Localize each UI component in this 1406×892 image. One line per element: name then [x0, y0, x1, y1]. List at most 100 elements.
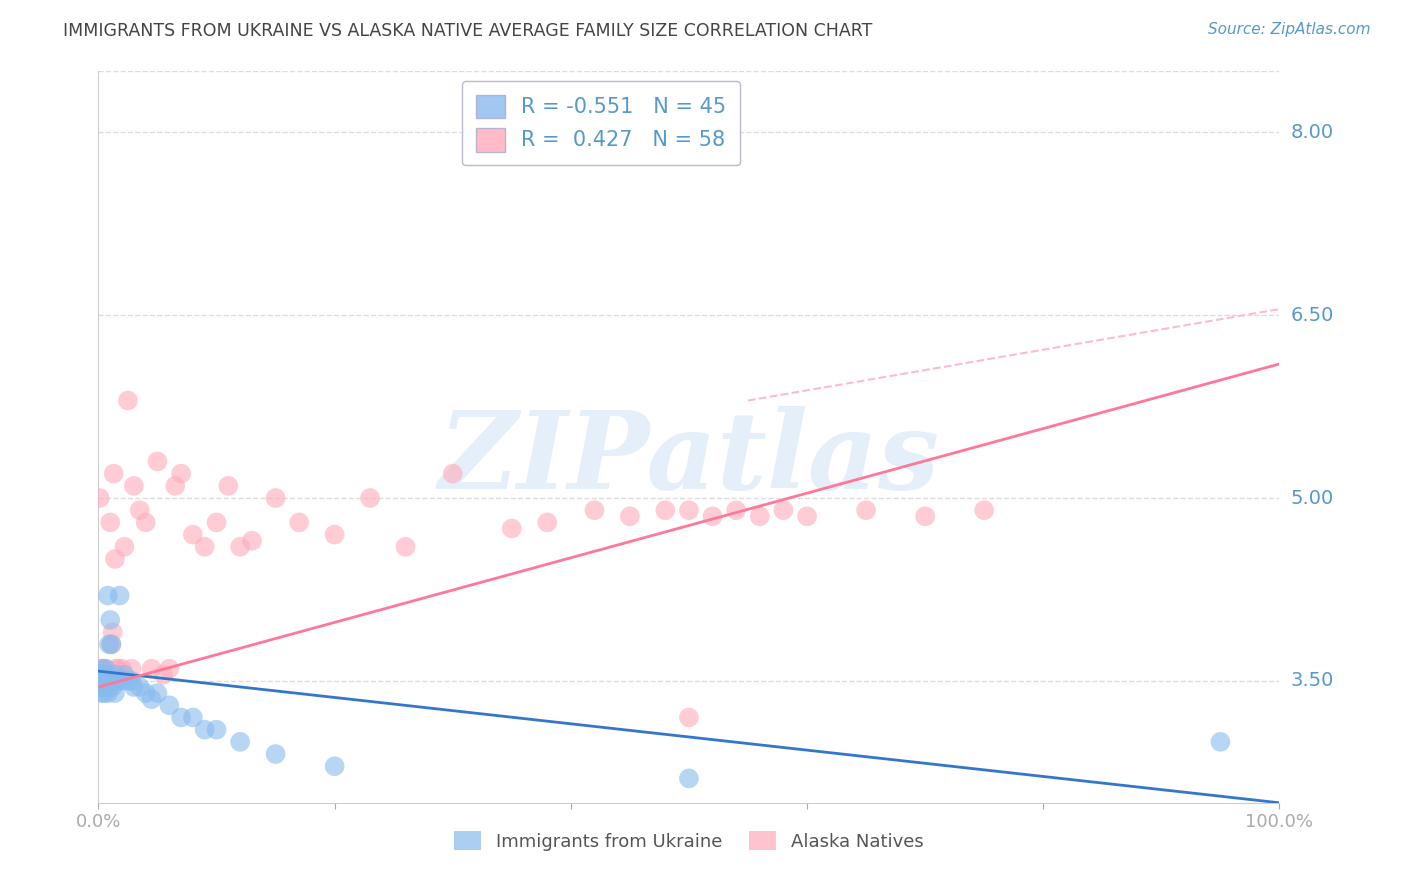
- Point: [141, 662, 163, 676]
- Point: [536, 516, 558, 530]
- Point: [973, 503, 995, 517]
- Point: [441, 467, 464, 481]
- Point: [702, 509, 724, 524]
- Text: ZIPatlas: ZIPatlas: [439, 406, 939, 512]
- Text: IMMIGRANTS FROM UKRAINE VS ALASKA NATIVE AVERAGE FAMILY SIZE CORRELATION CHART: IMMIGRANTS FROM UKRAINE VS ALASKA NATIVE…: [63, 22, 873, 40]
- Point: [94, 662, 117, 676]
- Point: [323, 527, 346, 541]
- Point: [229, 540, 252, 554]
- Point: [678, 710, 700, 724]
- Point: [1209, 735, 1232, 749]
- Point: [100, 673, 122, 688]
- Point: [135, 516, 157, 530]
- Point: [104, 552, 127, 566]
- Point: [91, 662, 114, 676]
- Point: [217, 479, 239, 493]
- Point: [97, 667, 120, 681]
- Point: [105, 667, 128, 681]
- Point: [90, 673, 112, 688]
- Point: [98, 673, 121, 688]
- Point: [654, 503, 676, 517]
- Point: [288, 516, 311, 530]
- Point: [103, 673, 125, 688]
- Point: [583, 503, 606, 517]
- Point: [103, 467, 125, 481]
- Point: [91, 673, 114, 688]
- Point: [91, 680, 114, 694]
- Point: [93, 667, 115, 681]
- Point: [157, 698, 180, 713]
- Point: [141, 692, 163, 706]
- Point: [678, 503, 700, 517]
- Point: [105, 673, 128, 688]
- Point: [101, 625, 124, 640]
- Point: [91, 673, 114, 688]
- Point: [111, 662, 134, 676]
- Point: [194, 540, 217, 554]
- Point: [772, 503, 794, 517]
- Point: [146, 454, 169, 468]
- Point: [146, 686, 169, 700]
- Text: 5.00: 5.00: [1291, 489, 1334, 508]
- Point: [94, 673, 117, 688]
- Point: [98, 516, 121, 530]
- Point: [107, 662, 129, 676]
- Point: [89, 491, 111, 505]
- Point: [240, 533, 263, 548]
- Point: [97, 589, 120, 603]
- Point: [394, 540, 416, 554]
- Point: [96, 680, 118, 694]
- Point: [98, 680, 121, 694]
- Point: [100, 637, 122, 651]
- Text: 8.00: 8.00: [1291, 123, 1334, 142]
- Point: [748, 509, 770, 524]
- Point: [105, 662, 128, 676]
- Point: [93, 667, 115, 681]
- Text: Source: ZipAtlas.com: Source: ZipAtlas.com: [1208, 22, 1371, 37]
- Point: [90, 667, 112, 681]
- Point: [98, 613, 121, 627]
- Point: [112, 540, 135, 554]
- Point: [112, 667, 135, 681]
- Point: [101, 680, 124, 694]
- Point: [94, 662, 117, 676]
- Point: [165, 479, 187, 493]
- Point: [359, 491, 381, 505]
- Point: [105, 673, 128, 688]
- Point: [205, 723, 228, 737]
- Point: [108, 589, 131, 603]
- Point: [117, 673, 139, 688]
- Point: [264, 491, 287, 505]
- Point: [89, 680, 111, 694]
- Point: [104, 686, 127, 700]
- Point: [128, 503, 150, 517]
- Point: [170, 467, 193, 481]
- Point: [914, 509, 936, 524]
- Point: [93, 686, 115, 700]
- Point: [181, 527, 204, 541]
- Point: [796, 509, 818, 524]
- Point: [108, 667, 131, 681]
- Point: [100, 637, 122, 651]
- Point: [264, 747, 287, 761]
- Point: [96, 667, 118, 681]
- Point: [121, 673, 143, 688]
- Point: [205, 516, 228, 530]
- Point: [96, 673, 118, 688]
- Point: [152, 667, 174, 681]
- Point: [194, 723, 217, 737]
- Point: [855, 503, 877, 517]
- Point: [90, 662, 112, 676]
- Legend: Immigrants from Ukraine, Alaska Natives: Immigrants from Ukraine, Alaska Natives: [446, 822, 932, 860]
- Point: [157, 662, 180, 676]
- Point: [122, 680, 145, 694]
- Point: [323, 759, 346, 773]
- Point: [91, 686, 114, 700]
- Text: 3.50: 3.50: [1291, 672, 1334, 690]
- Point: [181, 710, 204, 724]
- Point: [619, 509, 641, 524]
- Point: [725, 503, 748, 517]
- Point: [98, 637, 121, 651]
- Point: [111, 673, 134, 688]
- Point: [170, 710, 193, 724]
